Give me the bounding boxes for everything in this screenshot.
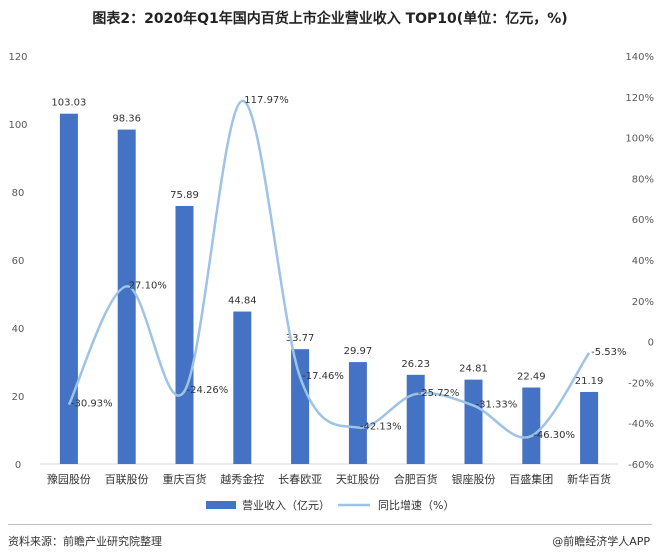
revenue-bar: [59, 113, 78, 464]
left-y-tick-label: 20: [12, 392, 25, 403]
line-value-label: -42.13%: [360, 422, 402, 433]
legend-swatch-revenue: [206, 501, 236, 509]
brand-credit: @前瞻经济学人APP: [552, 535, 650, 548]
right-y-tick-label: -60%: [628, 460, 654, 471]
revenue-bar: [580, 391, 599, 464]
revenue-bar: [522, 387, 541, 464]
growth-line: [67, 99, 591, 439]
bar-value-label: 103.03: [51, 98, 86, 109]
line-value-label: -25.72%: [418, 388, 460, 399]
x-tick-label: 天虹股份: [336, 473, 380, 486]
left-y-tick-label: 40: [12, 324, 25, 335]
x-tick-label: 越秀金控: [220, 472, 264, 486]
revenue-bar: [348, 362, 367, 464]
legend-label-growth: 同比增速（%）: [378, 498, 454, 512]
revenue-bar: [291, 349, 310, 464]
source-note: 资料来源：前瞻产业研究院整理: [8, 535, 162, 548]
revenue-bar: [117, 129, 136, 465]
line-value-label: 117.97%: [244, 95, 288, 106]
revenue-bar: [406, 374, 425, 464]
right-y-tick-label: 140%: [625, 52, 654, 63]
line-value-label: -31.33%: [476, 400, 518, 411]
bar-value-label: 29.97: [344, 346, 373, 357]
left-y-tick-label: 0: [15, 460, 21, 471]
right-y-tick-label: 80%: [632, 174, 654, 185]
x-tick-label: 百盛集团: [509, 472, 553, 486]
line-value-label: -24.26%: [187, 385, 229, 396]
bar-value-label: 24.81: [459, 364, 488, 375]
x-tick-label: 合肥百货: [394, 472, 438, 486]
line-value-label: -46.30%: [533, 430, 575, 441]
x-tick-label: 百联股份: [105, 473, 149, 486]
bar-value-label: 33.77: [286, 333, 315, 344]
line-value-label: -17.46%: [302, 371, 344, 382]
left-y-tick-label: 80: [12, 188, 25, 199]
revenue-bar: [233, 311, 252, 464]
line-value-label: -5.53%: [591, 347, 626, 358]
right-y-tick-label: 100%: [625, 134, 654, 145]
revenue-bar: [464, 379, 483, 464]
chart-title: 图表2：2020年Q1年国内百货上市企业营业收入 TOP10(单位：亿元，%): [92, 11, 568, 27]
right-y-tick-label: -40%: [628, 419, 654, 430]
x-tick-label: 长春欧亚: [278, 473, 322, 486]
revenue-bar: [175, 205, 194, 464]
right-y-tick-label: 60%: [632, 215, 654, 226]
right-y-tick-label: -20%: [628, 378, 654, 389]
left-y-tick-label: 100: [8, 120, 27, 131]
right-y-tick-label: 40%: [632, 256, 654, 267]
x-tick-label: 银座股份: [452, 472, 496, 486]
right-y-tick-label: 20%: [632, 297, 654, 308]
x-tick-label: 新华百货: [567, 472, 611, 486]
bar-value-label: 21.19: [575, 376, 604, 387]
bar-value-label: 75.89: [170, 190, 199, 201]
bar-value-label: 44.84: [228, 296, 257, 307]
line-value-label: -30.93%: [71, 399, 113, 410]
footer-divider: [8, 524, 652, 525]
bar-value-label: 98.36: [112, 114, 141, 125]
line-value-label: 27.10%: [129, 280, 167, 291]
left-y-tick-label: 60: [12, 256, 25, 267]
bar-value-label: 26.23: [401, 359, 430, 370]
bar-value-label: 22.49: [517, 372, 546, 383]
right-y-tick-label: 0: [648, 338, 654, 349]
x-tick-label: 重庆百货: [163, 472, 207, 486]
left-y-tick-label: 120: [8, 52, 27, 63]
legend-label-revenue: 营业收入（亿元）: [242, 498, 330, 512]
x-tick-label: 豫园股份: [47, 473, 91, 486]
right-y-tick-label: 120%: [625, 93, 654, 104]
